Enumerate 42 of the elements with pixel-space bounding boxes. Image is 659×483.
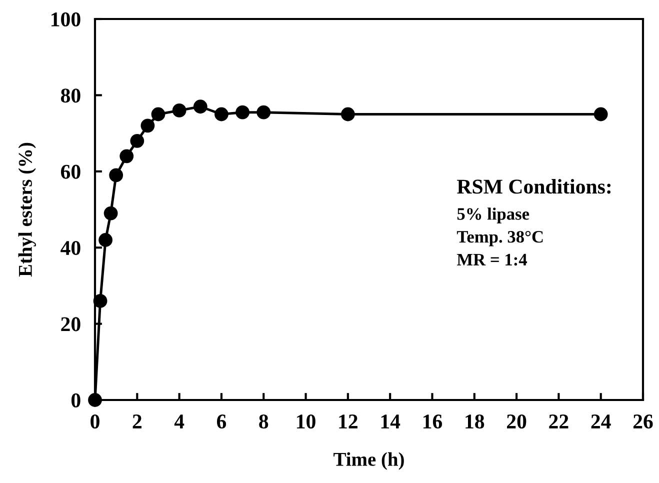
y-tick-label: 40	[60, 240, 80, 256]
annotation: Temp. 38°C	[456, 230, 543, 246]
x-axis-title: Time (h)	[334, 452, 404, 470]
y-tick-label: 80	[60, 88, 80, 103]
point	[256, 105, 271, 120]
point	[120, 149, 134, 164]
point	[594, 107, 608, 122]
x-tick-label: 24	[591, 414, 611, 428]
point	[340, 107, 355, 122]
annotation: RSM Conditions:	[457, 179, 611, 194]
y-tick-label: 20	[61, 317, 80, 332]
x-tick-label: 20	[506, 414, 526, 429]
y-tick-label: 60	[60, 164, 80, 179]
point	[98, 233, 112, 247]
point	[236, 105, 250, 120]
y-axis-title: Ethyl esters (%)	[18, 142, 36, 277]
point	[140, 118, 155, 133]
x-tick-label: 22	[549, 414, 568, 428]
y-tick-label: 0	[71, 393, 80, 408]
point	[88, 393, 102, 407]
point	[214, 107, 228, 122]
x-tick-label: 4	[174, 414, 184, 428]
point	[172, 103, 186, 118]
x-tick-label: 0	[90, 414, 100, 429]
point	[109, 168, 124, 182]
x-tick-label: 10	[297, 414, 316, 429]
x-tick-label: 16	[423, 414, 442, 429]
y-tick-label: 100	[52, 12, 80, 26]
x-tick-label: 18	[466, 414, 484, 429]
x-tick-label: 14	[381, 414, 400, 428]
x-tick-label: 12	[339, 414, 358, 428]
point	[130, 134, 144, 148]
x-tick-label: 2	[132, 414, 142, 428]
x-tick-label: 8	[259, 414, 268, 429]
annotation: MR = 1:4	[456, 254, 527, 266]
point	[93, 294, 108, 308]
annotation: 5% lipase	[457, 208, 530, 224]
point	[151, 107, 166, 122]
x-tick-label: 6	[216, 414, 226, 429]
point	[193, 100, 208, 114]
point	[104, 206, 118, 220]
x-tick-label: 26	[633, 414, 653, 429]
